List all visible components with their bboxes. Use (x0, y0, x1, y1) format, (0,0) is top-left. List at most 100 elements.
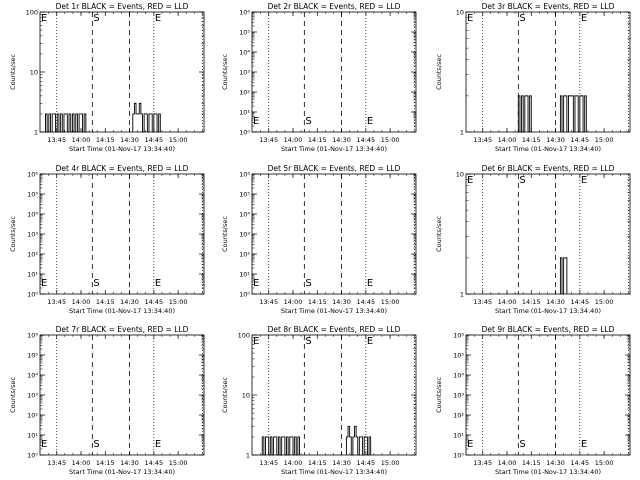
plot-frame (39, 173, 205, 295)
x-tick-label: 14:00 (284, 298, 303, 306)
chart-title: Det 7r BLACK = Events, RED = LLD (56, 325, 189, 334)
marker-e-left: E (253, 116, 259, 127)
series-1-segment-1 (559, 257, 568, 295)
marker-e-right: E (155, 439, 161, 450)
x-tick-label: 15:00 (381, 459, 400, 467)
chart-title: Det 3r BLACK = Events, RED = LLD (482, 2, 615, 11)
y-tick-label: 10⁶ (27, 332, 38, 340)
y-tick-label: 10² (239, 89, 250, 97)
x-tick-label: 14:15 (308, 459, 327, 467)
y-tick-label: 10¹ (27, 271, 38, 279)
y-tick-label: 10⁵ (239, 29, 250, 37)
x-tick-label: 14:30 (120, 136, 139, 144)
x-tick-label: 14:30 (546, 136, 565, 144)
y-tick-label: 10 (456, 171, 464, 179)
y-tick-label: 10⁰ (239, 291, 250, 299)
x-tick-label: 14:00 (72, 298, 91, 306)
marker-e-right: E (367, 278, 373, 289)
y-tick-label: 10¹ (453, 432, 464, 440)
plot-frame (465, 173, 631, 295)
x-tick-label: 13:45 (47, 298, 66, 306)
y-tick-label: 1 (460, 291, 464, 299)
chart-panel-7: Det 7r BLACK = Events, RED = LLD Counts/s… (9, 325, 205, 476)
x-axis-label: Start Time (01-Nov-17 13:34:40) (495, 307, 601, 315)
series-1-segment-2 (345, 425, 372, 456)
chart-panel-6: Det 6r BLACK = Events, RED = LLD Counts/s… (435, 164, 631, 315)
y-tick-label: 10³ (239, 231, 250, 239)
y-tick-label: 10⁶ (239, 171, 250, 179)
x-axis-label: Start Time (01-Nov-17 13:34:40) (281, 145, 387, 153)
x-tick-label: 14:00 (498, 136, 517, 144)
x-axis-label: Start Time (01-Nov-17 13:34:40) (281, 468, 387, 476)
y-axis-label: Counts/sec (221, 377, 229, 413)
x-tick-label: 14:00 (72, 459, 91, 467)
x-tick-label: 14:00 (498, 459, 517, 467)
chart-title: Det 5r BLACK = Events, RED = LLD (268, 164, 401, 173)
y-tick-label: 10³ (27, 231, 38, 239)
x-tick-label: 13:45 (259, 459, 278, 467)
y-tick-label: 10⁴ (453, 372, 464, 380)
y-tick-label: 10¹ (27, 432, 38, 440)
y-tick-label: 10⁶ (27, 171, 38, 179)
x-tick-label: 15:00 (381, 298, 400, 306)
x-tick-label: 14:15 (96, 459, 115, 467)
marker-s: S (93, 278, 99, 289)
x-tick-label: 15:00 (169, 459, 188, 467)
x-axis-label: Start Time (01-Nov-17 13:34:40) (69, 307, 175, 315)
series-1-segment-2 (132, 102, 161, 133)
marker-e-right: E (581, 439, 587, 450)
plot-frame (251, 11, 417, 133)
x-tick-label: 14:00 (284, 136, 303, 144)
y-tick-label: 10⁴ (27, 372, 38, 380)
chart-panel-8: Det 8r BLACK = Events, RED = LLD Counts/s… (221, 325, 417, 476)
x-tick-label: 15:00 (381, 136, 400, 144)
chart-title: Det 8r BLACK = Events, RED = LLD (268, 325, 401, 334)
y-tick-label: 10² (27, 412, 38, 420)
y-tick-label: 10 (456, 9, 464, 17)
x-tick-label: 14:30 (332, 298, 351, 306)
marker-e-left: E (41, 278, 47, 289)
chart-panel-2: Det 2r BLACK = Events, RED = LLD Counts/s… (221, 2, 417, 153)
x-tick-label: 13:45 (473, 298, 492, 306)
chart-title: Det 1r BLACK = Events, RED = LLD (56, 2, 189, 11)
x-tick-label: 14:45 (356, 459, 375, 467)
marker-e-right: E (155, 13, 161, 24)
x-tick-label: 15:00 (595, 459, 614, 467)
plot-frame (465, 11, 631, 133)
y-tick-label: 10⁵ (27, 191, 38, 199)
chart-panel-1: Det 1r BLACK = Events, RED = LLD Counts/s… (9, 2, 205, 153)
series-1-segment-2 (559, 95, 587, 133)
marker-e-right: E (581, 175, 587, 186)
series-1-segment-1 (516, 95, 532, 133)
x-tick-label: 15:00 (169, 298, 188, 306)
x-tick-label: 13:45 (47, 136, 66, 144)
x-tick-label: 14:00 (498, 298, 517, 306)
marker-e-right: E (155, 278, 161, 289)
marker-s: S (519, 439, 525, 450)
marker-s: S (519, 13, 525, 24)
x-axis-label: Start Time (01-Nov-17 13:34:40) (495, 468, 601, 476)
chart-title: Det 9r BLACK = Events, RED = LLD (482, 325, 615, 334)
x-tick-label: 14:45 (144, 459, 163, 467)
x-tick-label: 14:15 (522, 459, 541, 467)
marker-s: S (305, 336, 311, 347)
marker-e-left: E (467, 175, 473, 186)
x-tick-label: 14:45 (144, 298, 163, 306)
x-tick-label: 15:00 (169, 136, 188, 144)
x-tick-label: 13:45 (259, 136, 278, 144)
x-tick-label: 14:15 (308, 136, 327, 144)
y-axis-label: Counts/sec (435, 377, 443, 413)
y-tick-label: 1 (246, 452, 250, 460)
y-tick-label: 10 (242, 392, 250, 400)
plot-frame (39, 334, 205, 456)
y-tick-label: 10² (27, 251, 38, 259)
x-axis-label: Start Time (01-Nov-17 13:34:40) (69, 468, 175, 476)
y-axis-label: Counts/sec (221, 54, 229, 90)
y-axis-label: Counts/sec (9, 377, 17, 413)
y-tick-label: 10⁴ (239, 211, 250, 219)
y-axis-label: Counts/sec (9, 54, 17, 90)
x-axis-label: Start Time (01-Nov-17 13:34:40) (69, 145, 175, 153)
y-tick-label: 10¹ (239, 271, 250, 279)
y-tick-label: 10² (453, 412, 464, 420)
